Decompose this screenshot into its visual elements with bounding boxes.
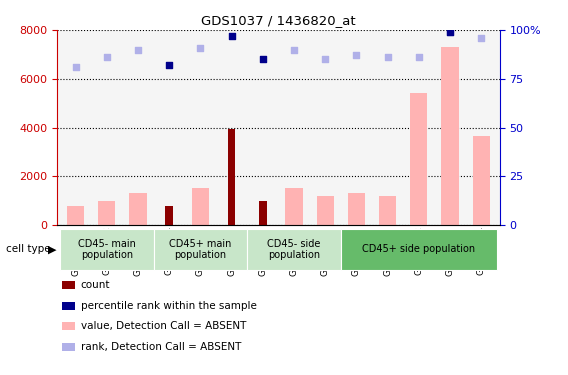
Bar [192,188,209,225]
Point [133,46,143,53]
Point [445,29,454,35]
Point [477,35,486,41]
Text: CD45- side
population: CD45- side population [267,238,320,260]
Point [102,54,111,60]
Text: percentile rank within the sample: percentile rank within the sample [81,301,257,310]
Bar [441,47,458,225]
Bar [247,229,341,270]
Point [414,54,423,60]
Text: rank, Detection Call = ABSENT: rank, Detection Call = ABSENT [81,342,241,352]
Bar [130,194,147,225]
Point [289,46,298,53]
Point [383,54,392,60]
Bar [379,196,396,225]
Bar [153,229,247,270]
Text: cell type: cell type [6,244,51,254]
Bar [98,201,115,225]
Text: CD45- main
population: CD45- main population [78,238,136,260]
Bar [67,206,84,225]
Point [445,29,454,35]
Bar [473,136,490,225]
Point [352,53,361,58]
Bar [341,229,497,270]
Text: ▶: ▶ [48,244,57,254]
Text: CD45+ main
population: CD45+ main population [169,238,232,260]
Title: GDS1037 / 1436820_at: GDS1037 / 1436820_at [201,15,356,27]
Text: value, Detection Call = ABSENT: value, Detection Call = ABSENT [81,321,246,331]
Point [320,56,329,62]
Point [71,64,80,70]
Bar [348,194,365,225]
Point [165,62,174,68]
Bar [410,93,427,225]
Bar [316,196,334,225]
Point [196,45,205,51]
Point [258,56,268,62]
Text: CD45+ side population: CD45+ side population [362,244,475,254]
Bar [228,129,235,225]
Bar [285,188,303,225]
Point [227,33,236,39]
Bar [165,206,173,225]
Text: count: count [81,280,110,290]
Bar [60,229,153,270]
Bar [259,201,266,225]
